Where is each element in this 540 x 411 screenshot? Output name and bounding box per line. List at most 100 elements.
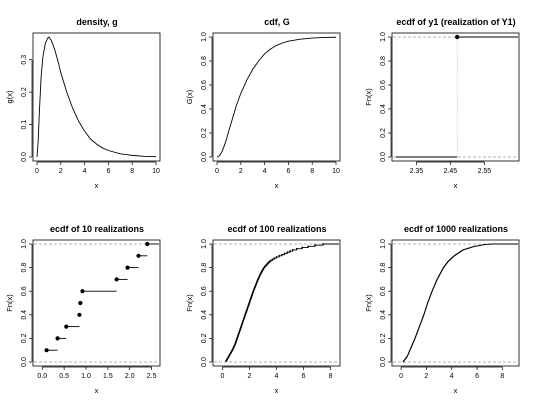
- series-line: [36, 36, 157, 158]
- x-tick-label: 0: [35, 168, 39, 175]
- ecdf-point: [283, 252, 286, 255]
- ecdf-point: [281, 253, 283, 256]
- x-tick-label: 2: [59, 168, 63, 175]
- ecdf-point: [271, 258, 274, 261]
- plot-box: [391, 239, 520, 367]
- ecdf-point: [125, 265, 130, 270]
- ecdf-point: [289, 250, 291, 252]
- ecdf-point: [77, 312, 82, 317]
- ecdf-point: [273, 257, 276, 260]
- x-tick-label: 8: [500, 373, 504, 380]
- ecdf-point: [64, 324, 69, 329]
- x-tick-label: 4: [450, 373, 454, 380]
- x-tick-label: 10: [152, 168, 160, 175]
- x-tick-label: 6: [302, 373, 306, 380]
- ecdf-point: [44, 348, 49, 353]
- y-tick-label: 0.3: [21, 55, 28, 65]
- x-axis-label: x: [454, 386, 458, 395]
- x-axis-label: x: [275, 386, 279, 395]
- x-tick-label: 0: [220, 373, 224, 380]
- ecdf-point: [268, 260, 271, 263]
- x-tick-label: 2.0: [125, 373, 135, 380]
- y-tick-label: 0.8: [380, 56, 387, 66]
- y-tick-label: 0.6: [380, 286, 387, 296]
- chart-title: ecdf of 10 realizations: [50, 224, 144, 234]
- y-tick-label: 0.4: [380, 104, 387, 114]
- ecdf-point: [301, 246, 304, 249]
- x-tick-label: 2: [424, 373, 428, 380]
- x-tick-label: 6: [106, 168, 110, 175]
- y-tick-label: 0.6: [201, 286, 208, 296]
- y-axis-label: Fn(x): [364, 88, 373, 106]
- chart-title: ecdf of 100 realizations: [227, 224, 326, 234]
- ecdf-point: [267, 261, 270, 264]
- y-tick-label: 0.2: [201, 128, 208, 138]
- x-tick-label: 2.45: [444, 168, 458, 175]
- x-axis-label: x: [95, 181, 99, 190]
- chart-title: ecdf of y1 (realization of Y1): [396, 17, 515, 27]
- y-tick-label: 0.8: [201, 263, 208, 273]
- y-tick-label: 0.4: [201, 104, 208, 114]
- y-tick-label: 0.4: [380, 310, 387, 320]
- panel-6: ecdf of 1000 realizations 0 2 4 6 8 0.0 0.2 0.4 0…: [364, 224, 520, 395]
- ecdf-point: [269, 259, 272, 262]
- x-tick-label: 4: [275, 373, 279, 380]
- y-axis-label: G(x): [185, 89, 194, 104]
- y-tick-label: 0.0: [380, 152, 387, 162]
- y-axis-label: g(x): [5, 90, 14, 103]
- plot-box: [391, 32, 520, 162]
- ecdf-point: [114, 277, 119, 282]
- x-axis-label: x: [95, 386, 99, 395]
- plot-box: [32, 32, 161, 162]
- x-tick-label: 0: [215, 168, 219, 175]
- ecdf-point: [136, 253, 141, 258]
- x-tick-label: 2.55: [478, 168, 492, 175]
- y-tick-label: 1.0: [380, 239, 387, 249]
- ecdf-point: [291, 249, 294, 251]
- x-tick-label: 1.0: [81, 373, 91, 380]
- x-tick-label: 0.0: [37, 373, 47, 380]
- ecdf-point: [322, 243, 325, 245]
- ecdf-point: [314, 244, 316, 247]
- ecdf-point: [145, 241, 150, 247]
- ecdf-point: [307, 245, 310, 248]
- y-tick-label: 0.4: [201, 310, 208, 320]
- ecdf-point: [278, 254, 281, 257]
- chart-title: density, g: [76, 17, 117, 27]
- chart-title: cdf, G: [264, 17, 290, 27]
- chart-title: ecdf of 1000 realizations: [404, 224, 508, 234]
- x-tick-label: 2.35: [410, 168, 424, 175]
- ecdf-point: [286, 251, 289, 254]
- ecdf-point: [455, 34, 460, 40]
- x-tick-label: 1.5: [103, 373, 113, 380]
- y-tick-label: 0.0: [21, 152, 28, 162]
- ecdf-step-curve: [402, 243, 518, 363]
- x-tick-label: 2.5: [147, 373, 157, 380]
- y-tick-label: 0.6: [380, 80, 387, 90]
- y-tick-label: 0.4: [21, 310, 28, 320]
- plot-box: [212, 32, 341, 162]
- panel-3: ecdf of y1 (realization of Y1) 2.35 2.45 2.…: [364, 17, 520, 190]
- y-tick-label: 0.2: [380, 333, 387, 343]
- y-tick-label: 0.6: [201, 80, 208, 90]
- x-tick-label: 0: [399, 373, 403, 380]
- y-tick-label: 0.1: [21, 120, 28, 130]
- panel-2: cdf, G 0 2 4 6 8 10 0.0 0.2 0.4 0.6 0.8 1.0 x G(x): [185, 17, 341, 190]
- y-tick-label: 0.0: [201, 357, 208, 367]
- ecdf-point: [263, 265, 266, 268]
- plot-box: [32, 239, 161, 367]
- y-tick-label: 0.2: [21, 333, 28, 343]
- y-tick-label: 0.2: [201, 333, 208, 343]
- ecdf-point: [266, 263, 268, 265]
- panel-1: density, g 0 2 4 6 8 10 0.0 0.1 0.2 0.3 x g(x): [5, 17, 161, 190]
- x-tick-label: 8: [130, 168, 134, 175]
- panel-5: ecdf of 100 realizations 0 2 4 6 8 0.0 0.2 0.4 0.…: [185, 224, 341, 395]
- x-axis-label: x: [275, 181, 279, 190]
- ecdf-point: [78, 300, 83, 306]
- series-line: [216, 36, 337, 158]
- ecdf-step-curve: [225, 243, 339, 362]
- x-tick-label: 4: [263, 168, 267, 175]
- x-tick-label: 4: [83, 168, 87, 175]
- x-tick-label: 8: [329, 373, 333, 380]
- ecdf-point: [55, 336, 60, 341]
